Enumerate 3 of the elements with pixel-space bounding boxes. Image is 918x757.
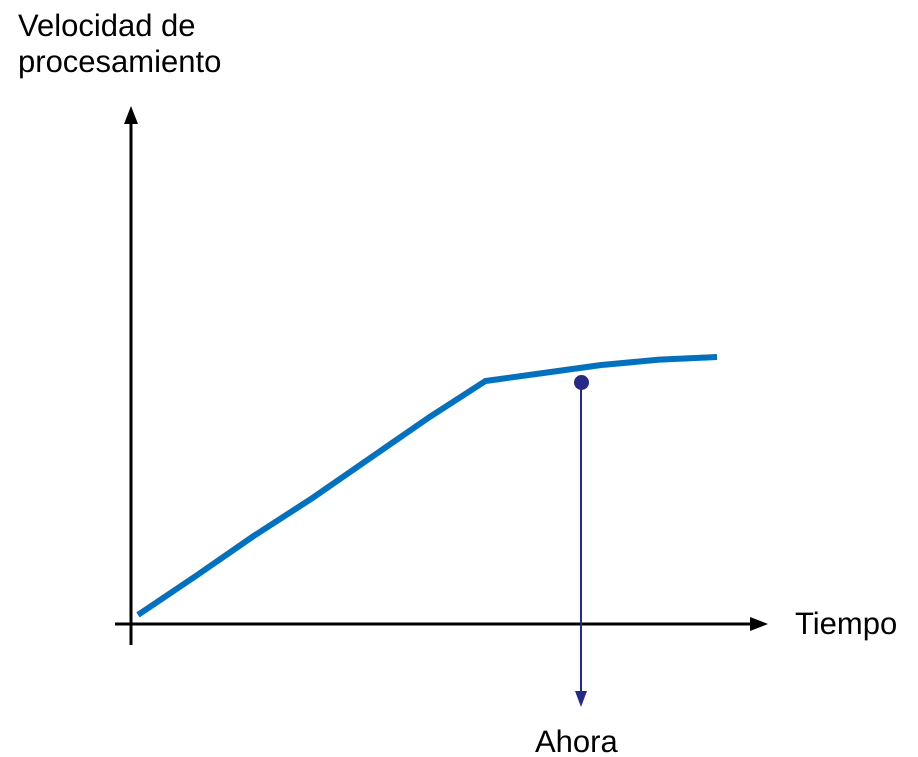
x-axis-title: Tiempo [795,606,898,642]
text: Ahora [535,724,618,757]
chart-title: Velocidad de procesamiento [18,8,222,80]
